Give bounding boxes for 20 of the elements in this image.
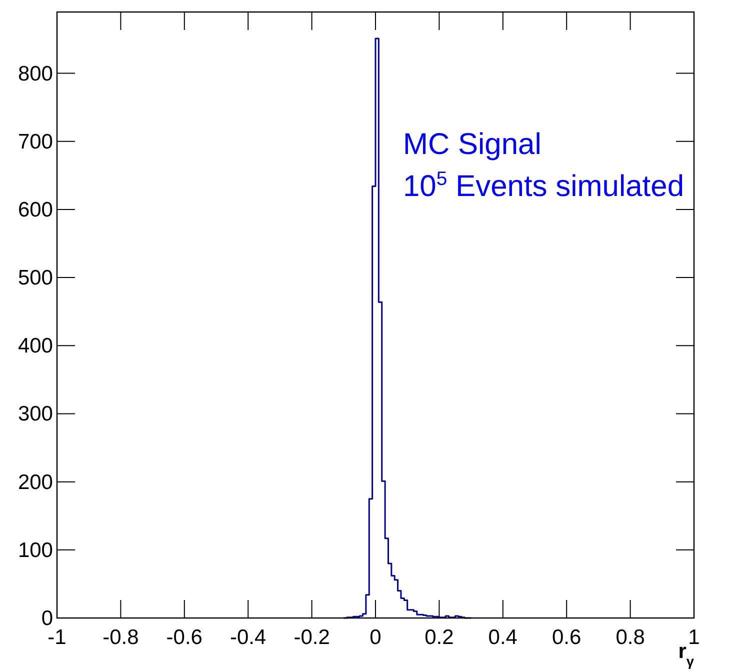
x-tick-label: -0.8 <box>102 626 139 649</box>
annotation: MC Signal <box>403 128 542 161</box>
y-tick-label: 500 <box>18 266 53 290</box>
y-tick-label: 600 <box>18 198 53 222</box>
x-tick-label: 0.4 <box>488 626 518 649</box>
x-tick-label: 0.6 <box>552 626 582 649</box>
x-tick-label: 0 <box>370 626 382 649</box>
y-tick-label: 400 <box>18 334 53 358</box>
x-tick-label: 0.8 <box>616 626 645 649</box>
x-tick-label: -0.2 <box>294 626 330 649</box>
y-tick-label: 300 <box>18 402 53 426</box>
x-tick-label: 0.2 <box>424 626 454 649</box>
x-tick-label: 1 <box>688 626 700 649</box>
y-tick-label: 200 <box>18 470 53 494</box>
x-tick-label: -0.4 <box>230 626 267 649</box>
y-tick-label: 100 <box>18 538 53 562</box>
y-tick-label: 700 <box>18 130 53 154</box>
annotation: 10$^{5}$ Events simulated <box>403 168 684 203</box>
y-tick-label: 800 <box>18 62 53 86</box>
x-tick-label: -0.6 <box>166 626 202 649</box>
